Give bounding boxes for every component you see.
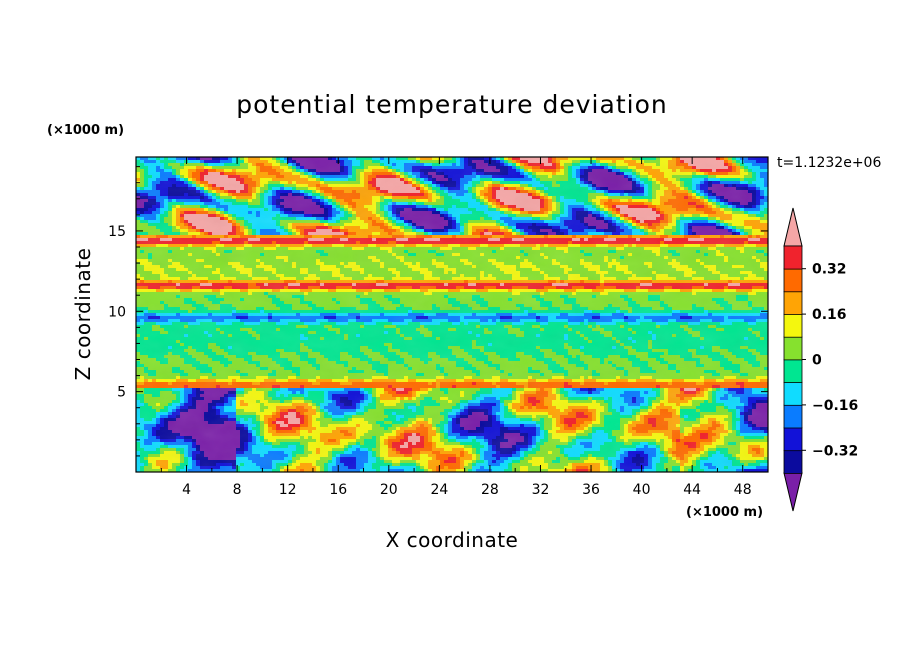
chart-title: potential temperature deviation xyxy=(236,90,667,119)
y-axis-unit: (×1000 m) xyxy=(47,123,124,138)
time-label: t=1.1232e+06 xyxy=(777,155,881,171)
contour-field xyxy=(136,157,768,472)
